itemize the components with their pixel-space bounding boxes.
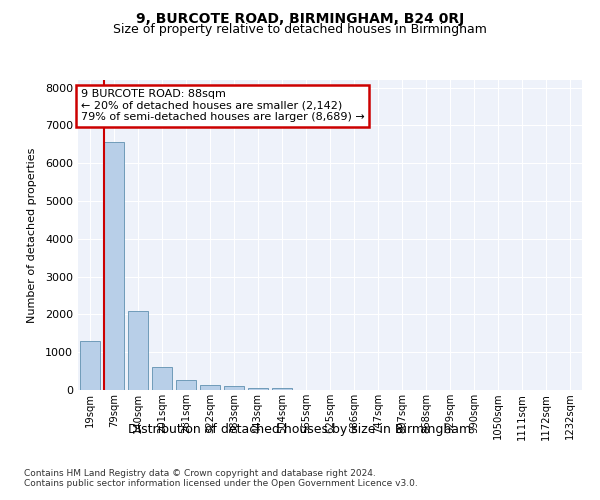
Y-axis label: Number of detached properties: Number of detached properties bbox=[26, 148, 37, 322]
Bar bbox=[104, 142, 124, 390]
Bar bbox=[128, 310, 148, 390]
Bar bbox=[200, 385, 220, 390]
Text: 9 BURCOTE ROAD: 88sqm
← 20% of detached houses are smaller (2,142)
79% of semi-d: 9 BURCOTE ROAD: 88sqm ← 20% of detached … bbox=[80, 90, 364, 122]
Bar bbox=[152, 366, 172, 390]
Text: Distribution of detached houses by size in Birmingham: Distribution of detached houses by size … bbox=[128, 422, 472, 436]
Bar bbox=[176, 380, 196, 390]
Bar bbox=[248, 388, 268, 390]
Bar bbox=[224, 386, 244, 390]
Text: Contains HM Land Registry data © Crown copyright and database right 2024.: Contains HM Land Registry data © Crown c… bbox=[24, 468, 376, 477]
Text: Contains public sector information licensed under the Open Government Licence v3: Contains public sector information licen… bbox=[24, 478, 418, 488]
Bar bbox=[272, 388, 292, 390]
Text: 9, BURCOTE ROAD, BIRMINGHAM, B24 0RJ: 9, BURCOTE ROAD, BIRMINGHAM, B24 0RJ bbox=[136, 12, 464, 26]
Bar bbox=[80, 341, 100, 390]
Text: Size of property relative to detached houses in Birmingham: Size of property relative to detached ho… bbox=[113, 22, 487, 36]
